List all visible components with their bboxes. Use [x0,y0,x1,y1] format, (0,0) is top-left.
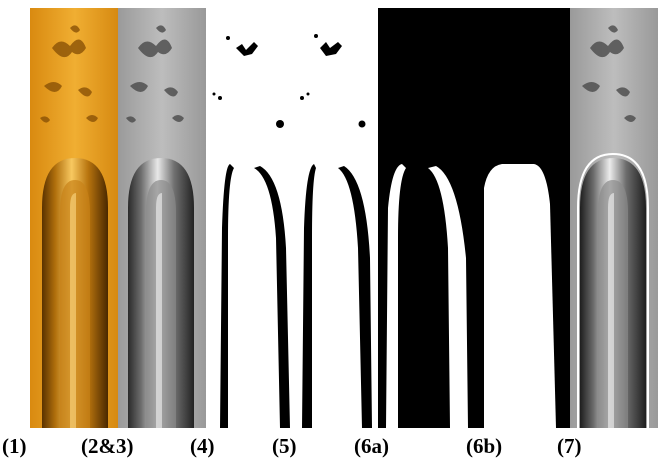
panel-label-6b: (6b) [466,434,503,458]
panel-label-7: (7) [557,434,582,458]
panel-label-1: (1) [2,434,27,458]
panel-6b-filled-region-image [470,8,570,428]
panel-6a-filled-binary-image [378,8,470,428]
panel-2-3-grayscale-image [118,8,206,428]
panel-4-threshold-image [206,8,292,428]
panel-label-2-3: (2&3) [81,434,134,458]
panel-label-5: (5) [272,434,297,458]
panel-7-result-image [570,8,658,428]
panel-labels: (1) (2&3) (4) (5) (6a) (6b) (7) [0,434,665,460]
panel-label-4: (4) [190,434,215,458]
panel-label-6a: (6a) [354,434,389,458]
panel-1-color-image [30,8,120,428]
panel-5-binary-image [292,8,378,428]
